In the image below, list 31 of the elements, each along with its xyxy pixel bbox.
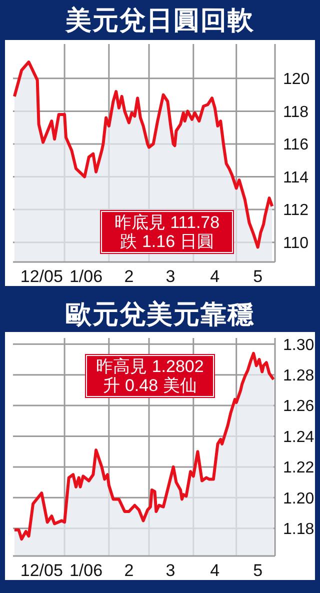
- annotation: 昨高見 1.2802: [95, 357, 205, 376]
- y-tick-label: 1.18: [283, 521, 314, 538]
- x-tick-label: 2: [124, 561, 134, 580]
- chart-title: 美元兌日圓回軟: [64, 4, 256, 36]
- annotation: 昨底見 111.78: [113, 213, 221, 232]
- x-tick-label: 4: [210, 267, 220, 286]
- y-tick-label: 1.20: [283, 490, 314, 508]
- x-tick-label: 4: [210, 561, 220, 580]
- x-tick-label: 12/05: [20, 267, 63, 286]
- y-tick-label: 112: [283, 202, 309, 220]
- x-tick-label: 1/06: [69, 561, 103, 580]
- chart-title: 歐元兌美元靠穩: [64, 298, 256, 330]
- annotation: 升 0.48 美仙: [102, 376, 198, 395]
- y-tick-label: 116: [283, 136, 309, 154]
- y-tick-label: 120: [283, 71, 310, 88]
- x-tick-label: 3: [166, 267, 176, 286]
- x-tick-label: 5: [253, 561, 263, 580]
- x-tick-label: 12/05: [20, 561, 63, 580]
- y-tick-label: 1.28: [283, 368, 314, 385]
- y-tick-label: 1.30: [283, 336, 314, 354]
- x-tick-label: 2: [124, 267, 134, 286]
- y-tick-label: 118: [283, 104, 309, 121]
- y-tick-label: 1.24: [283, 428, 314, 446]
- y-tick-label: 110: [283, 235, 309, 252]
- y-tick-label: 114: [283, 169, 309, 186]
- x-tick-label: 3: [166, 561, 176, 580]
- annotation: 跌 1.16 日圓: [119, 232, 215, 251]
- x-tick-label: 1/06: [69, 267, 103, 286]
- x-tick-label: 5: [253, 267, 263, 286]
- y-tick-label: 1.22: [283, 460, 314, 477]
- y-tick-label: 1.26: [283, 398, 314, 416]
